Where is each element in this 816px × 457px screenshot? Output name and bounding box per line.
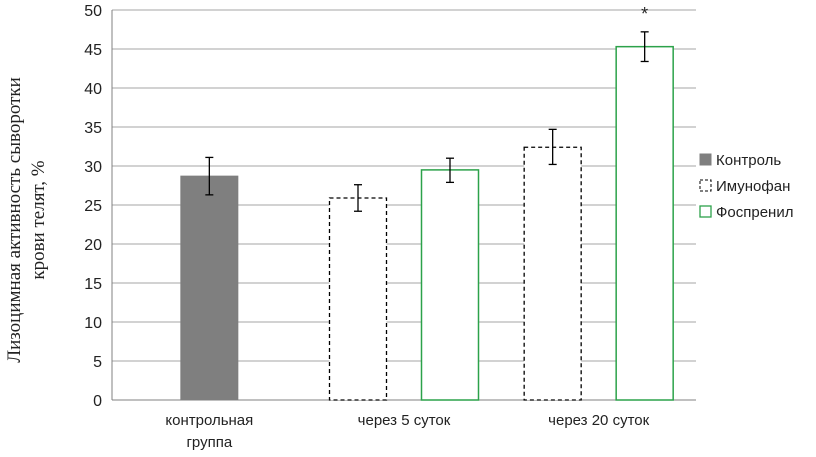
y-tick-label: 5 (93, 354, 102, 371)
x-category-label: через 20 суток (548, 412, 649, 429)
error-bars: * (205, 4, 649, 212)
y-tick-label: 0 (93, 393, 102, 410)
legend-label: Фоспренил (716, 204, 793, 221)
y-tick-label: 15 (84, 276, 102, 293)
legend-swatch-Имунофан (699, 179, 712, 192)
legend-label: Контроль (716, 152, 781, 169)
y-tick-label: 50 (84, 3, 102, 20)
y-tick-label: 25 (84, 198, 102, 215)
legend-swatch-Контроль (699, 153, 712, 166)
legend: Контроль Имунофан Фоспренил (699, 152, 793, 221)
y-tick-label: 40 (84, 81, 102, 98)
y-axis-title: Лизоцимная активность сыворотки крови тел… (4, 77, 49, 363)
x-category-label: через 5 суток (358, 412, 451, 429)
y-tick-label: 30 (84, 159, 102, 176)
y-tick-label: 35 (84, 120, 102, 137)
bars (180, 45, 674, 401)
y-tick-label: 45 (84, 42, 102, 59)
x-category-label: контрольная группа (165, 412, 253, 451)
legend-label: Имунофан (716, 178, 790, 195)
legend-swatch-Фоспренил (699, 205, 712, 218)
bar-Контроль (180, 175, 239, 401)
y-tick-label: 20 (84, 237, 102, 254)
y-tick-label: 10 (84, 315, 102, 332)
x-axis-categories: контрольная группа через 5 суток через 20 с… (165, 412, 649, 451)
bar-Фоспренил (615, 45, 674, 401)
bar-Имунофан (523, 146, 582, 401)
bar-Имунофан (328, 197, 388, 401)
significance-marker: * (641, 4, 648, 24)
y-axis-ticks: 0 5 10 15 20 25 30 35 40 45 50 (84, 3, 102, 410)
bar-Фоспренил (420, 169, 480, 401)
